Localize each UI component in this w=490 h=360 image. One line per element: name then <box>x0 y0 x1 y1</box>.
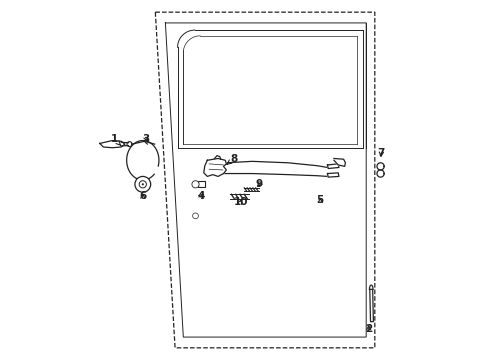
Polygon shape <box>370 289 373 321</box>
Polygon shape <box>204 158 226 176</box>
Text: 10: 10 <box>233 197 248 207</box>
Circle shape <box>139 181 147 188</box>
Polygon shape <box>327 173 339 177</box>
Text: 9: 9 <box>256 179 263 189</box>
Circle shape <box>142 183 144 185</box>
Bar <box>197 181 205 187</box>
Text: 8: 8 <box>227 154 237 165</box>
Circle shape <box>135 176 151 192</box>
Text: 1: 1 <box>110 134 121 145</box>
Text: 7: 7 <box>378 148 385 158</box>
Polygon shape <box>100 140 125 148</box>
Text: 5: 5 <box>317 195 324 205</box>
Text: 3: 3 <box>143 134 150 144</box>
Circle shape <box>193 213 198 219</box>
Polygon shape <box>327 164 339 168</box>
Text: 6: 6 <box>139 191 147 201</box>
Polygon shape <box>230 194 248 199</box>
Polygon shape <box>334 158 345 166</box>
Text: 4: 4 <box>197 191 205 201</box>
Text: 2: 2 <box>365 324 372 334</box>
Circle shape <box>192 181 199 188</box>
